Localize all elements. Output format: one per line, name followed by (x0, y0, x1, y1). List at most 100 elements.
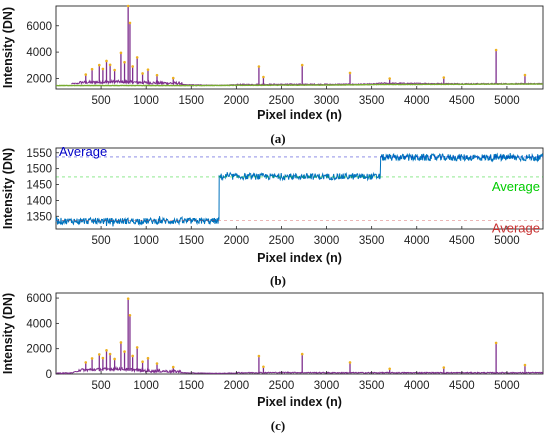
peak-marker-c-9 (123, 350, 126, 353)
peak-marker-c-2 (90, 357, 94, 360)
x-tick-label-a-6: 3000 (314, 95, 340, 107)
peak-marker-c-5 (105, 349, 108, 352)
peak-marker-c-1 (84, 361, 88, 364)
peak-marker-a-23 (442, 76, 446, 79)
peak-marker-a-14 (141, 72, 144, 75)
peak-marker-c-23 (442, 366, 446, 369)
x-tick-label-c-2: 1000 (133, 380, 159, 392)
peak-marker-a-6 (108, 63, 112, 67)
x-tick-label-c-3: 1500 (178, 380, 204, 392)
peak-marker-a-4 (101, 67, 105, 71)
peak-marker-c-14 (141, 360, 144, 364)
panel-a: 500 1000 1500 2000 2500 3000 3500 4000 4500 5000 2… (1, 4, 544, 146)
x-tick-label-a-4: 2000 (224, 95, 250, 107)
x-tick-label-b-1: 500 (91, 235, 110, 247)
peak-marker-c-25 (523, 363, 527, 367)
signal-line-b (55, 152, 544, 227)
x-tick-label-a-7: 3500 (359, 95, 385, 107)
peak-marker-c-7 (113, 357, 116, 361)
peak-marker-a-15 (146, 68, 150, 71)
peak-marker-a-13 (135, 56, 139, 59)
peak-marker-c-3 (97, 353, 101, 356)
peak-marker-a-3 (97, 63, 101, 67)
y-tick-label-b-2: 1400 (26, 195, 52, 207)
peak-marker-a-24 (494, 48, 498, 52)
y-axis-label-a: Intensity (DN) (1, 7, 15, 88)
x-tick-label-b-5: 2500 (269, 235, 295, 247)
peak-marker-c-16 (155, 362, 159, 365)
y-tick-label-b-5: 1550 (26, 148, 52, 160)
peak-marker-a-12 (131, 65, 134, 68)
y-tick-label-a-2: 4000 (26, 47, 52, 59)
average-label-1: Average (59, 144, 107, 159)
peak-marker-a-5 (105, 59, 108, 63)
series-a-2 (55, 83, 543, 87)
peak-marker-c-24 (494, 341, 498, 345)
x-tick-label-c-4: 2000 (224, 380, 250, 392)
average-label-2: Average (492, 179, 540, 194)
series-b-1 (55, 152, 544, 227)
peak-marker-a-2 (90, 67, 94, 71)
x-tick-label-c-5: 2500 (269, 380, 295, 392)
peak-marker-c-6 (108, 352, 112, 356)
x-tick-label-c-7: 3500 (359, 380, 385, 392)
peak-marker-c-13 (135, 346, 139, 349)
peak-marker-a-25 (523, 73, 527, 77)
x-axis-label-b: Pixel index (n) (257, 251, 342, 265)
peak-marker-c-18 (257, 354, 261, 358)
peak-marker-c-4 (101, 356, 105, 360)
peak-marker-a-7 (113, 68, 116, 72)
x-tick-label-a-8: 4000 (404, 95, 430, 107)
peak-marker-a-8 (119, 51, 123, 55)
y-axis-label-b: Intensity (DN) (1, 148, 15, 229)
x-axis-label-a: Pixel index (n) (257, 108, 342, 122)
peak-marker-a-20 (300, 63, 304, 67)
peak-marker-c-11 (128, 313, 132, 317)
y-tick-label-b-3: 1450 (26, 180, 52, 192)
x-tick-label-b-8: 4000 (404, 235, 430, 247)
y-axis-label-c: Intensity (DN) (1, 293, 15, 374)
panel-b: Average Average Average 500 1000 1500 2000 2500… (1, 144, 544, 288)
peak-marker-a-22 (388, 77, 391, 80)
x-tick-label-c-1: 500 (91, 380, 110, 392)
peak-marker-a-17 (171, 76, 175, 80)
peak-marker-c-8 (119, 341, 123, 344)
x-tick-label-c-9: 4500 (449, 380, 475, 392)
x-tick-label-a-10: 5000 (494, 95, 520, 107)
y-tick-label-c-1: 0 (46, 369, 52, 381)
x-tick-label-b-7: 3500 (359, 235, 385, 247)
y-tick-label-c-2: 2000 (26, 344, 52, 356)
y-tick-label-b-1: 1350 (26, 211, 52, 223)
peak-marker-a-16 (155, 73, 159, 77)
peak-marker-a-11 (128, 21, 132, 25)
plot-area-b (55, 147, 544, 230)
panel-caption-b: (b) (270, 273, 286, 288)
x-tick-label-c-10: 5000 (494, 380, 520, 392)
peak-marker-c-12 (131, 354, 134, 358)
x-tick-label-b-10: 5000 (494, 235, 520, 247)
y-tick-label-a-3: 6000 (26, 21, 52, 33)
x-tick-label-b-2: 1000 (133, 235, 159, 247)
y-tick-label-b-4: 1500 (26, 164, 52, 176)
x-tick-label-c-8: 4000 (404, 380, 430, 392)
peak-marker-c-21 (348, 361, 352, 364)
plot-area-a (55, 5, 544, 90)
y-tick-label-c-3: 4000 (26, 318, 52, 330)
peak-marker-c-22 (388, 367, 391, 371)
peak-marker-a-10 (126, 4, 130, 8)
plot-area-c (55, 292, 544, 375)
peak-marker-c-10 (126, 297, 130, 300)
x-tick-label-c-6: 3000 (314, 380, 340, 392)
x-tick-label-a-5: 2500 (269, 95, 295, 107)
x-tick-label-a-9: 4500 (449, 95, 475, 107)
signal-line-a-2 (55, 83, 543, 87)
y-tick-label-a-1: 2000 (26, 73, 52, 85)
x-tick-label-a-3: 1500 (178, 95, 204, 107)
panel-caption-a: (a) (270, 131, 285, 146)
x-tick-label-a-1: 500 (91, 95, 110, 107)
peak-marker-c-17 (171, 365, 175, 369)
peak-marker-a-9 (123, 60, 126, 64)
average-label-3: Average (492, 221, 540, 236)
x-tick-label-a-2: 1000 (133, 95, 159, 107)
